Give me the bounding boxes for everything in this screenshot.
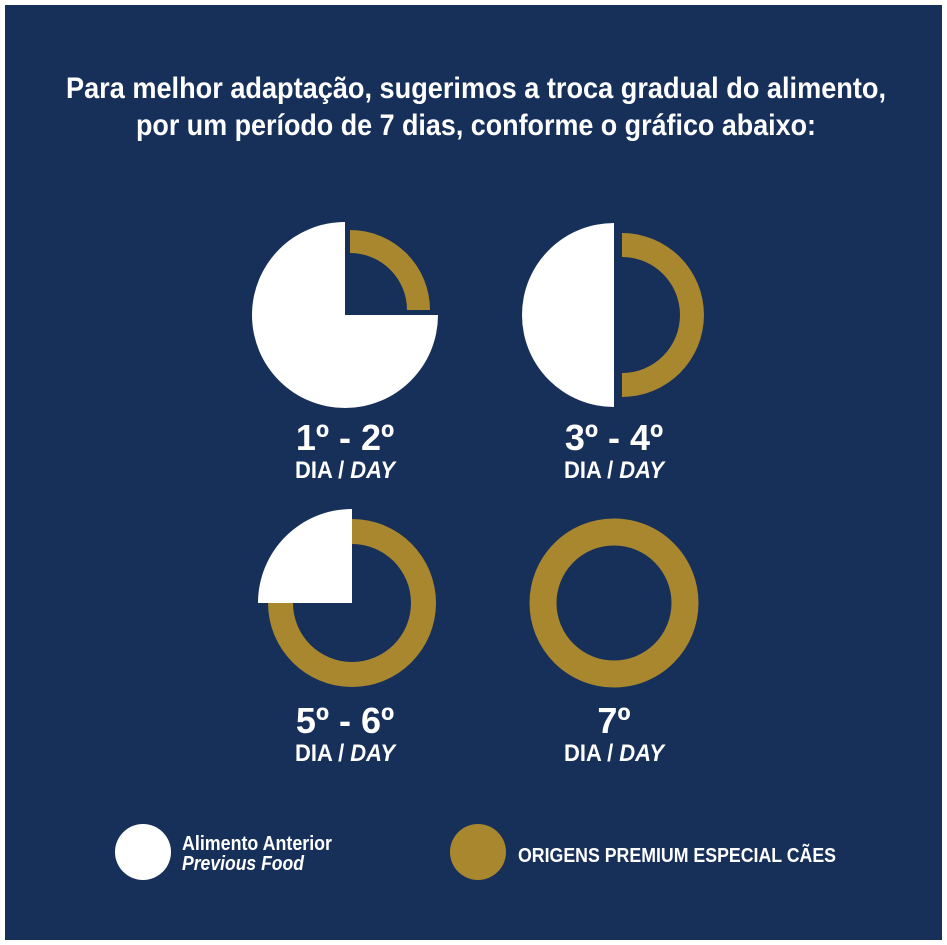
new-food-share [350,230,430,310]
unit-pt: DIA / [564,740,613,767]
unit-en: DAY [619,457,666,484]
day-unit: DIA / DAY [564,740,666,767]
legend-swatch [115,824,171,880]
unit-pt: DIA / [295,457,344,484]
background [5,5,942,940]
previous-food-share [252,222,438,408]
day-unit: DIA / DAY [295,457,397,484]
day-unit: DIA / DAY [564,457,666,484]
new-food-share [529,518,699,688]
days-label: 3º - 4º [565,417,663,458]
title-line: por um período de 7 dias, conforme o grá… [136,109,816,142]
unit-pt: DIA / [295,740,344,767]
unit-en: DAY [350,740,397,767]
legend-label: ORIGENS PREMIUM ESPECIAL CÃES [518,844,836,867]
title-line: Para melhor adaptação, sugerimos a troca… [66,72,886,105]
new-food-share [622,233,704,397]
new-food-share [268,519,436,687]
previous-food-share [258,509,352,603]
days-label: 7º [597,700,630,741]
unit-pt: DIA / [564,457,613,484]
days-label: 1º - 2º [296,417,394,458]
previous-food-share [522,223,614,407]
unit-en: DAY [350,457,397,484]
days-label: 5º - 6º [296,700,394,741]
unit-en: DAY [619,740,666,767]
legend-label: Alimento Anterior [182,833,332,855]
legend-swatch [450,824,506,880]
legend-label-en: Previous Food [182,853,305,875]
day-unit: DIA / DAY [295,740,397,767]
